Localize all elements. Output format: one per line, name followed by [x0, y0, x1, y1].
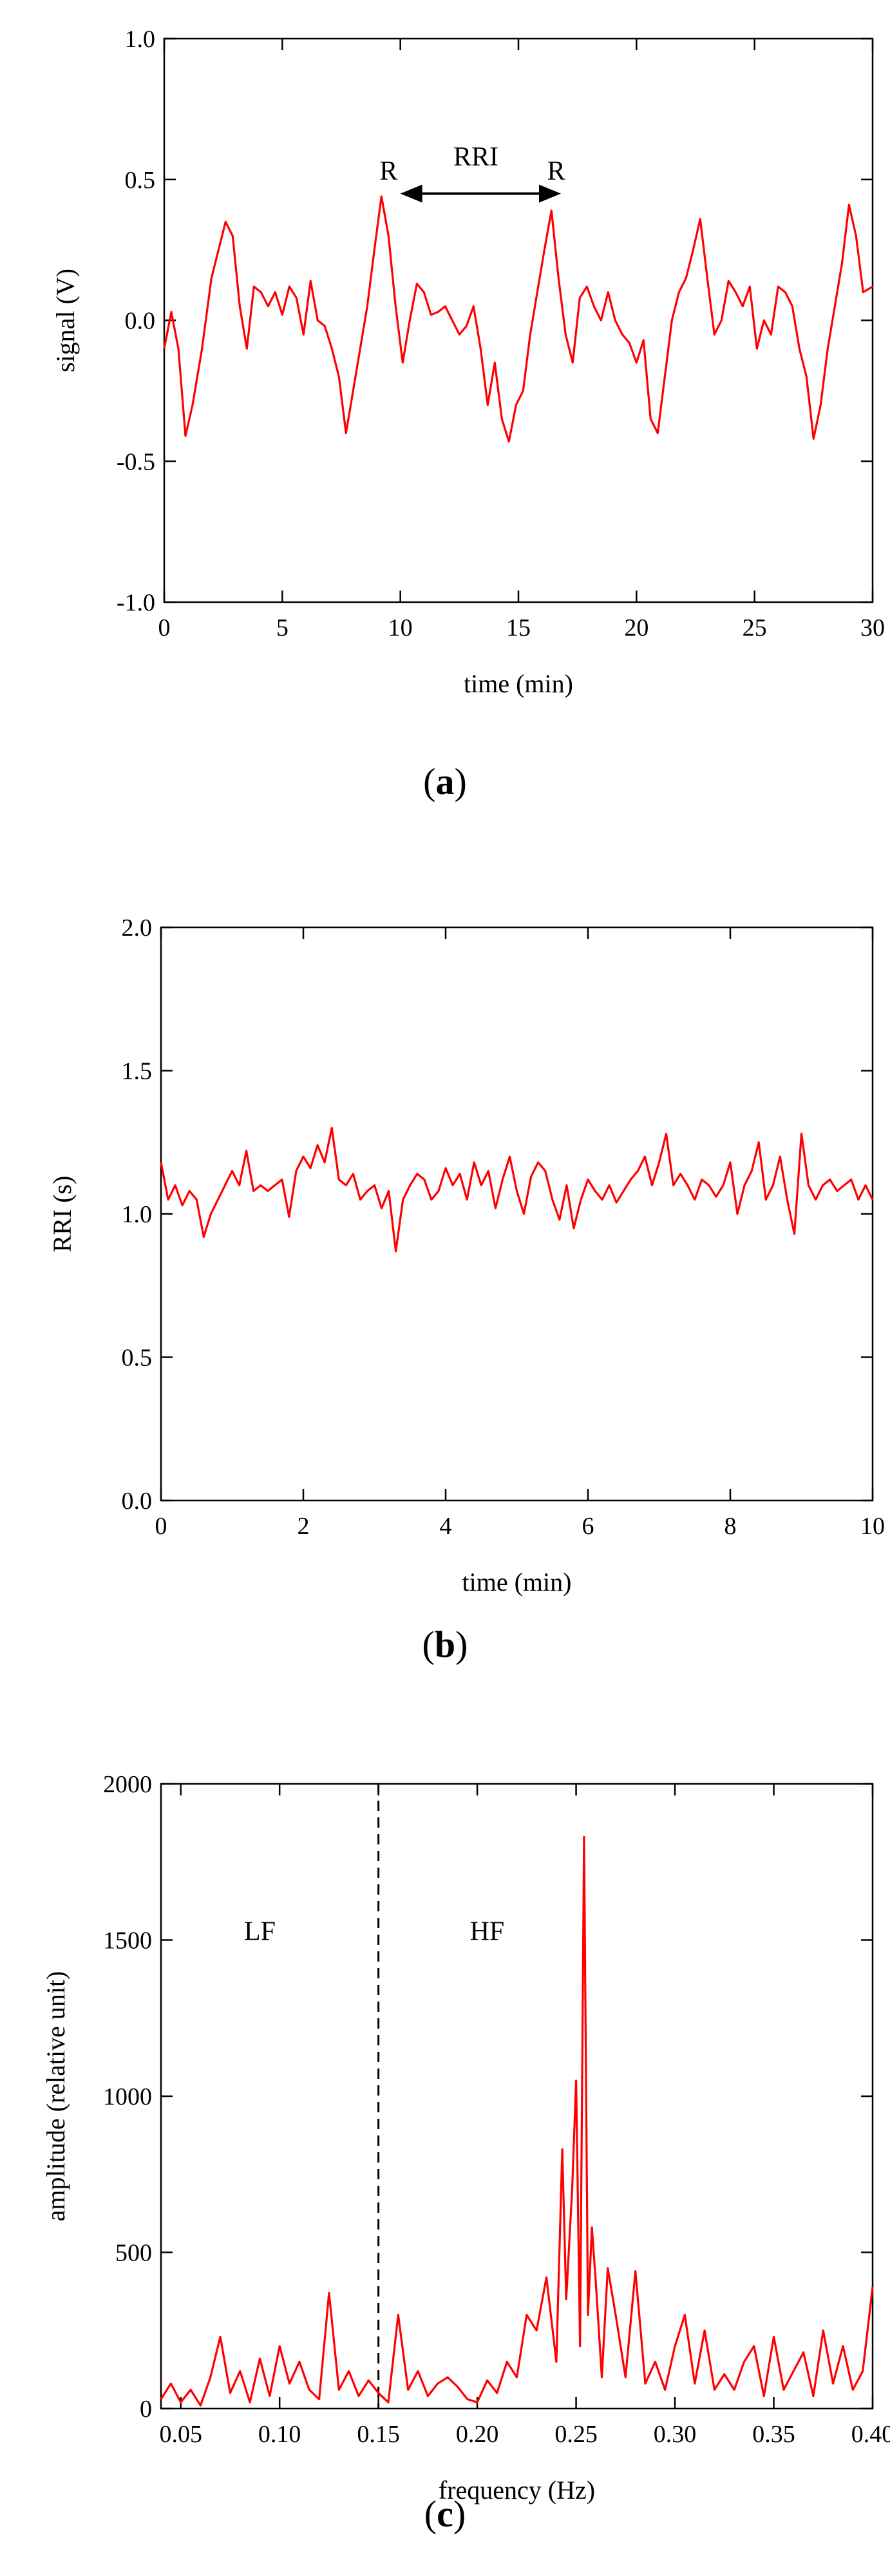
chart-a-ytick-label: -0.5 [117, 448, 155, 475]
chart-b-xtick-label: 8 [724, 1513, 737, 1540]
chart-c-xtick-label: 0.20 [456, 2421, 499, 2448]
panel-c: 0.05 0.10 0.15 0.20 0.25 0.30 0.35 0.40 0 500 1000… [0, 1719, 890, 2576]
chart-c-annotation-hf: HF [470, 1917, 505, 1947]
chart-a-xtick-label: 15 [506, 614, 531, 641]
chart-c-series-line [160, 1835, 874, 2407]
panel-b: 0 2 4 6 8 10 0.0 0.5 1.0 1.5 2.0 time (min) RRI (s) [0, 857, 890, 1719]
chart-b: 0 2 4 6 8 10 0.0 0.5 1.0 1.5 2.0 time (min) RRI (s) [48, 914, 885, 1596]
chart-c-ytick-label: 1500 [103, 1927, 152, 1955]
chart-c-xtick-label: 0.40 [851, 2421, 890, 2448]
chart-c-xtick-label: 0.05 [159, 2421, 202, 2448]
chart-c-ytick-label: 500 [115, 2240, 152, 2267]
chart-a-x-axis-title: time (min) [464, 669, 573, 698]
chart-c-ytick-label: 1000 [103, 2083, 152, 2110]
chart-a-series-line [163, 195, 873, 443]
chart-c-xtick-label: 0.15 [357, 2421, 400, 2448]
chart-c-xtick-label: 0.30 [654, 2421, 697, 2448]
chart-b-ytick-label: 1.0 [122, 1201, 153, 1228]
chart-b-xtick-label: 4 [440, 1513, 452, 1540]
caption-c-letter: c [437, 2493, 453, 2535]
caption-b-letter: b [434, 1624, 456, 1665]
chart-c-plot-frame [160, 1783, 874, 2410]
caption-c: (c) [424, 2493, 466, 2535]
chart-c: 0.05 0.10 0.15 0.20 0.25 0.30 0.35 0.40 0 500 1000… [41, 1771, 890, 2505]
chart-b-series-line [160, 1126, 874, 1253]
chart-a-ytick-label: 0.5 [125, 167, 156, 194]
chart-a-ytick-label: -1.0 [117, 589, 155, 616]
chart-c-xtick-label: 0.35 [752, 2421, 795, 2448]
chart-b-xtick-label: 10 [860, 1513, 885, 1540]
chart-a-annotation-r: R [547, 156, 565, 186]
chart-c-x-axis-title: frequency (Hz) [439, 2476, 595, 2505]
chart-c-annotation-lf: LF [244, 1917, 276, 1947]
chart-b-xtick-label: 6 [582, 1513, 594, 1540]
chart-a-ytick-label: 0.0 [125, 308, 156, 335]
chart-a-xtick-label: 5 [276, 614, 289, 641]
chart-c-ytick-label: 2000 [103, 1771, 152, 1798]
chart-b-y-axis-title: RRI (s) [48, 1176, 77, 1253]
chart-b-ytick-label: 1.5 [122, 1058, 153, 1085]
chart-a-xtick-label: 10 [388, 614, 413, 641]
chart-c-xtick-label: 0.10 [258, 2421, 301, 2448]
chart-a-y-axis-title: signal (V) [51, 269, 80, 372]
chart-c-xtick-label: 0.25 [554, 2421, 598, 2448]
chart-c-y-axis-title: amplitude (relative unit) [41, 1971, 70, 2222]
chart-a: 0 5 10 15 20 25 30 -1.0 -0.5 0.0 0.5 1.0 time (min) s… [51, 26, 885, 698]
chart-b-plot-frame [160, 926, 874, 1502]
chart-b-ytick-label: 0.5 [122, 1345, 153, 1372]
chart-b-ytick-label: 2.0 [122, 914, 153, 942]
chart-a-annotation-r: R [379, 156, 397, 186]
chart-a-annotation-rri: RRI [453, 142, 498, 172]
panel-a: 0 5 10 15 20 25 30 -1.0 -0.5 0.0 0.5 1.0 time (min) s… [0, 0, 890, 857]
chart-b-ytick-label: 0.0 [122, 1488, 153, 1515]
chart-a-ytick-label: 1.0 [125, 26, 156, 53]
chart-a-plot-frame [163, 37, 874, 603]
chart-a-xtick-label: 25 [743, 614, 767, 641]
chart-a-xtick-label: 30 [860, 614, 885, 641]
chart-b-xtick-label: 2 [298, 1513, 310, 1540]
caption-a: (a) [423, 761, 467, 802]
chart-b-xtick-label: 0 [155, 1513, 167, 1540]
caption-b: (b) [422, 1624, 468, 1665]
chart-a-rri-arrow-head-left [400, 184, 422, 203]
chart-a-xtick-label: 0 [158, 614, 171, 641]
chart-a-rri-arrow-head-right [539, 184, 561, 203]
caption-a-letter: a [435, 761, 455, 802]
chart-b-x-axis-title: time (min) [462, 1567, 572, 1596]
chart-a-xtick-label: 20 [624, 614, 649, 641]
chart-c-ytick-label: 0 [140, 2396, 152, 2423]
